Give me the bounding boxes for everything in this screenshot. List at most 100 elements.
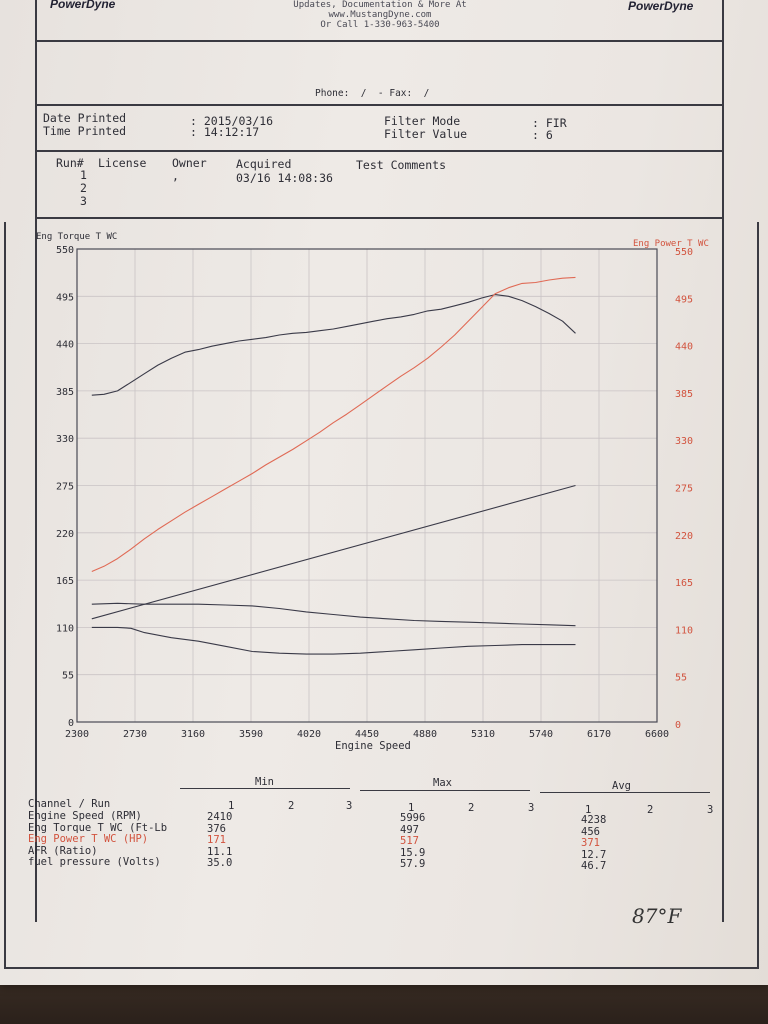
y-tick-label-left: 275 <box>56 482 74 493</box>
left-axis-title: Eng Torque T WC <box>36 232 118 242</box>
y-tick-label-left: 440 <box>56 340 74 351</box>
dyno-chart: 2300 2730 3160 3590 4020 4450 4880 5310 5740 6170… <box>56 245 693 740</box>
y-tick-label-left: 550 <box>56 245 74 256</box>
stats-row-min: 171 <box>207 834 226 846</box>
y-tick-label-left: 55 <box>62 671 74 682</box>
stats-row-avg: 456 <box>581 825 600 838</box>
x-tick-label: 3160 <box>181 729 205 740</box>
stats-row-name: Eng Power T WC (HP) <box>28 833 149 845</box>
runs-header-run: Run# <box>56 156 84 170</box>
stats-row-avg: 46.7 <box>581 860 607 872</box>
divider <box>35 104 722 106</box>
x-tick-label: 4880 <box>413 729 437 740</box>
stats-run-col: 2 <box>468 802 475 814</box>
stats-row-avg: 12.7 <box>581 848 607 861</box>
y-tick-label-left: 330 <box>56 434 74 445</box>
date-printed-label: Date Printed <box>43 111 127 125</box>
stats-row-name: Eng Torque T WC (Ft-Lb <box>28 821 168 834</box>
stats-row-max: 5996 <box>400 812 426 824</box>
x-tick-label: 3590 <box>239 729 263 740</box>
header-line-3: Or Call 1-330-963-5400 <box>320 20 440 30</box>
form-border <box>35 0 724 922</box>
divider <box>35 150 722 152</box>
x-tick-label: 5740 <box>529 729 553 740</box>
header-line-1: Updates, Documentation & More At <box>293 0 467 10</box>
runs-header-acquired: Acquired <box>236 157 292 171</box>
stats-run-col: 2 <box>647 804 654 816</box>
stats-row-min: 2410 <box>207 811 233 823</box>
stats-run-col: 3 <box>528 802 535 814</box>
series-line-1 <box>91 276 576 573</box>
y-tick-label-left: 220 <box>56 529 74 540</box>
x-axis-title: Engine Speed <box>335 740 411 752</box>
dyno-sheet: PowerDyne PowerDyne Updates, Documentati… <box>0 0 768 985</box>
x-tick-label: 2300 <box>65 729 89 740</box>
stats-row-avg: 4238 <box>581 814 607 826</box>
x-tick-label: 5310 <box>471 729 495 740</box>
runs-header-owner: Owner <box>172 156 207 170</box>
time-printed-label: Time Printed <box>43 124 127 138</box>
series-line-2 <box>91 484 576 620</box>
chart-frame <box>4 222 759 969</box>
stats-group-avg: Avg <box>612 780 631 792</box>
header-line-2: www.MustangDyne.com <box>328 10 432 20</box>
y-tick-label-left: 385 <box>56 387 74 398</box>
run-acquired: 03/16 14:08:36 <box>236 171 333 185</box>
stats-run-col: 1 <box>228 800 235 812</box>
x-tick-label: 4020 <box>297 729 321 740</box>
stats-row-min: 376 <box>207 822 226 835</box>
plot-area-border <box>76 248 658 723</box>
y-tick-label-right: 330 <box>675 436 693 447</box>
y-tick-label-right: 220 <box>675 531 693 542</box>
divider <box>540 792 710 793</box>
stats-row-min: 35.0 <box>207 857 233 869</box>
stats-run-col: 3 <box>707 804 714 816</box>
y-tick-label-right: 55 <box>675 673 687 684</box>
stats-row-max: 517 <box>400 835 419 847</box>
run-owner: , <box>172 169 179 183</box>
y-tick-label-right: 110 <box>675 625 693 636</box>
x-tick-label: 6600 <box>645 729 669 740</box>
y-tick-label-right: 0 <box>675 720 681 731</box>
x-tick-label: 2730 <box>123 729 147 740</box>
stats-group-max: Max <box>433 777 452 789</box>
filter-value-value: : 6 <box>532 128 553 142</box>
stats-run-col: 1 <box>585 804 592 816</box>
handwritten-temperature: 87°F <box>632 904 682 928</box>
y-tick-label-left: 110 <box>56 623 74 634</box>
time-printed-value: : 14:12:17 <box>190 125 260 139</box>
stats-row-max: 497 <box>400 823 419 836</box>
filter-mode-value: : FIR <box>532 116 567 130</box>
right-axis-title: Eng Power T WC <box>633 239 709 249</box>
x-tick-label: 4450 <box>355 729 379 740</box>
divider <box>180 788 350 789</box>
y-tick-label-left: 165 <box>56 576 74 587</box>
y-tick-label-right: 275 <box>675 484 693 495</box>
y-tick-label-right: 440 <box>675 342 693 353</box>
divider <box>35 40 722 42</box>
run-number: 2 <box>80 181 87 195</box>
y-tick-label-right: 550 <box>675 247 693 258</box>
runs-header-comments: Test Comments <box>356 158 447 172</box>
stats-channel-header: Channel / Run <box>28 798 111 810</box>
logo-right: PowerDyne <box>628 0 694 13</box>
filter-mode-label: Filter Mode <box>384 114 461 128</box>
filter-value-label: Filter Value <box>384 127 468 141</box>
date-printed-value: : 2015/03/16 <box>190 114 274 128</box>
stats-group-min: Min <box>255 776 274 788</box>
x-tick-label: 6170 <box>587 729 611 740</box>
series-line-3 <box>91 602 576 627</box>
stats-row-avg: 371 <box>581 837 600 849</box>
divider <box>360 790 530 791</box>
stats-row-name: fuel pressure (Volts) <box>28 856 161 868</box>
stats-run-col: 2 <box>288 800 295 812</box>
y-tick-label-right: 495 <box>675 294 693 305</box>
runs-header-license: License <box>98 156 147 170</box>
stats-run-col: 1 <box>408 802 415 814</box>
y-tick-label-right: 165 <box>675 578 693 589</box>
run-number: 3 <box>80 194 87 208</box>
series-line-4 <box>91 626 576 655</box>
phone-fax: Phone: / - Fax: / <box>315 88 430 99</box>
y-tick-label-left: 495 <box>56 292 74 303</box>
stats-row-max: 57.9 <box>400 858 426 870</box>
